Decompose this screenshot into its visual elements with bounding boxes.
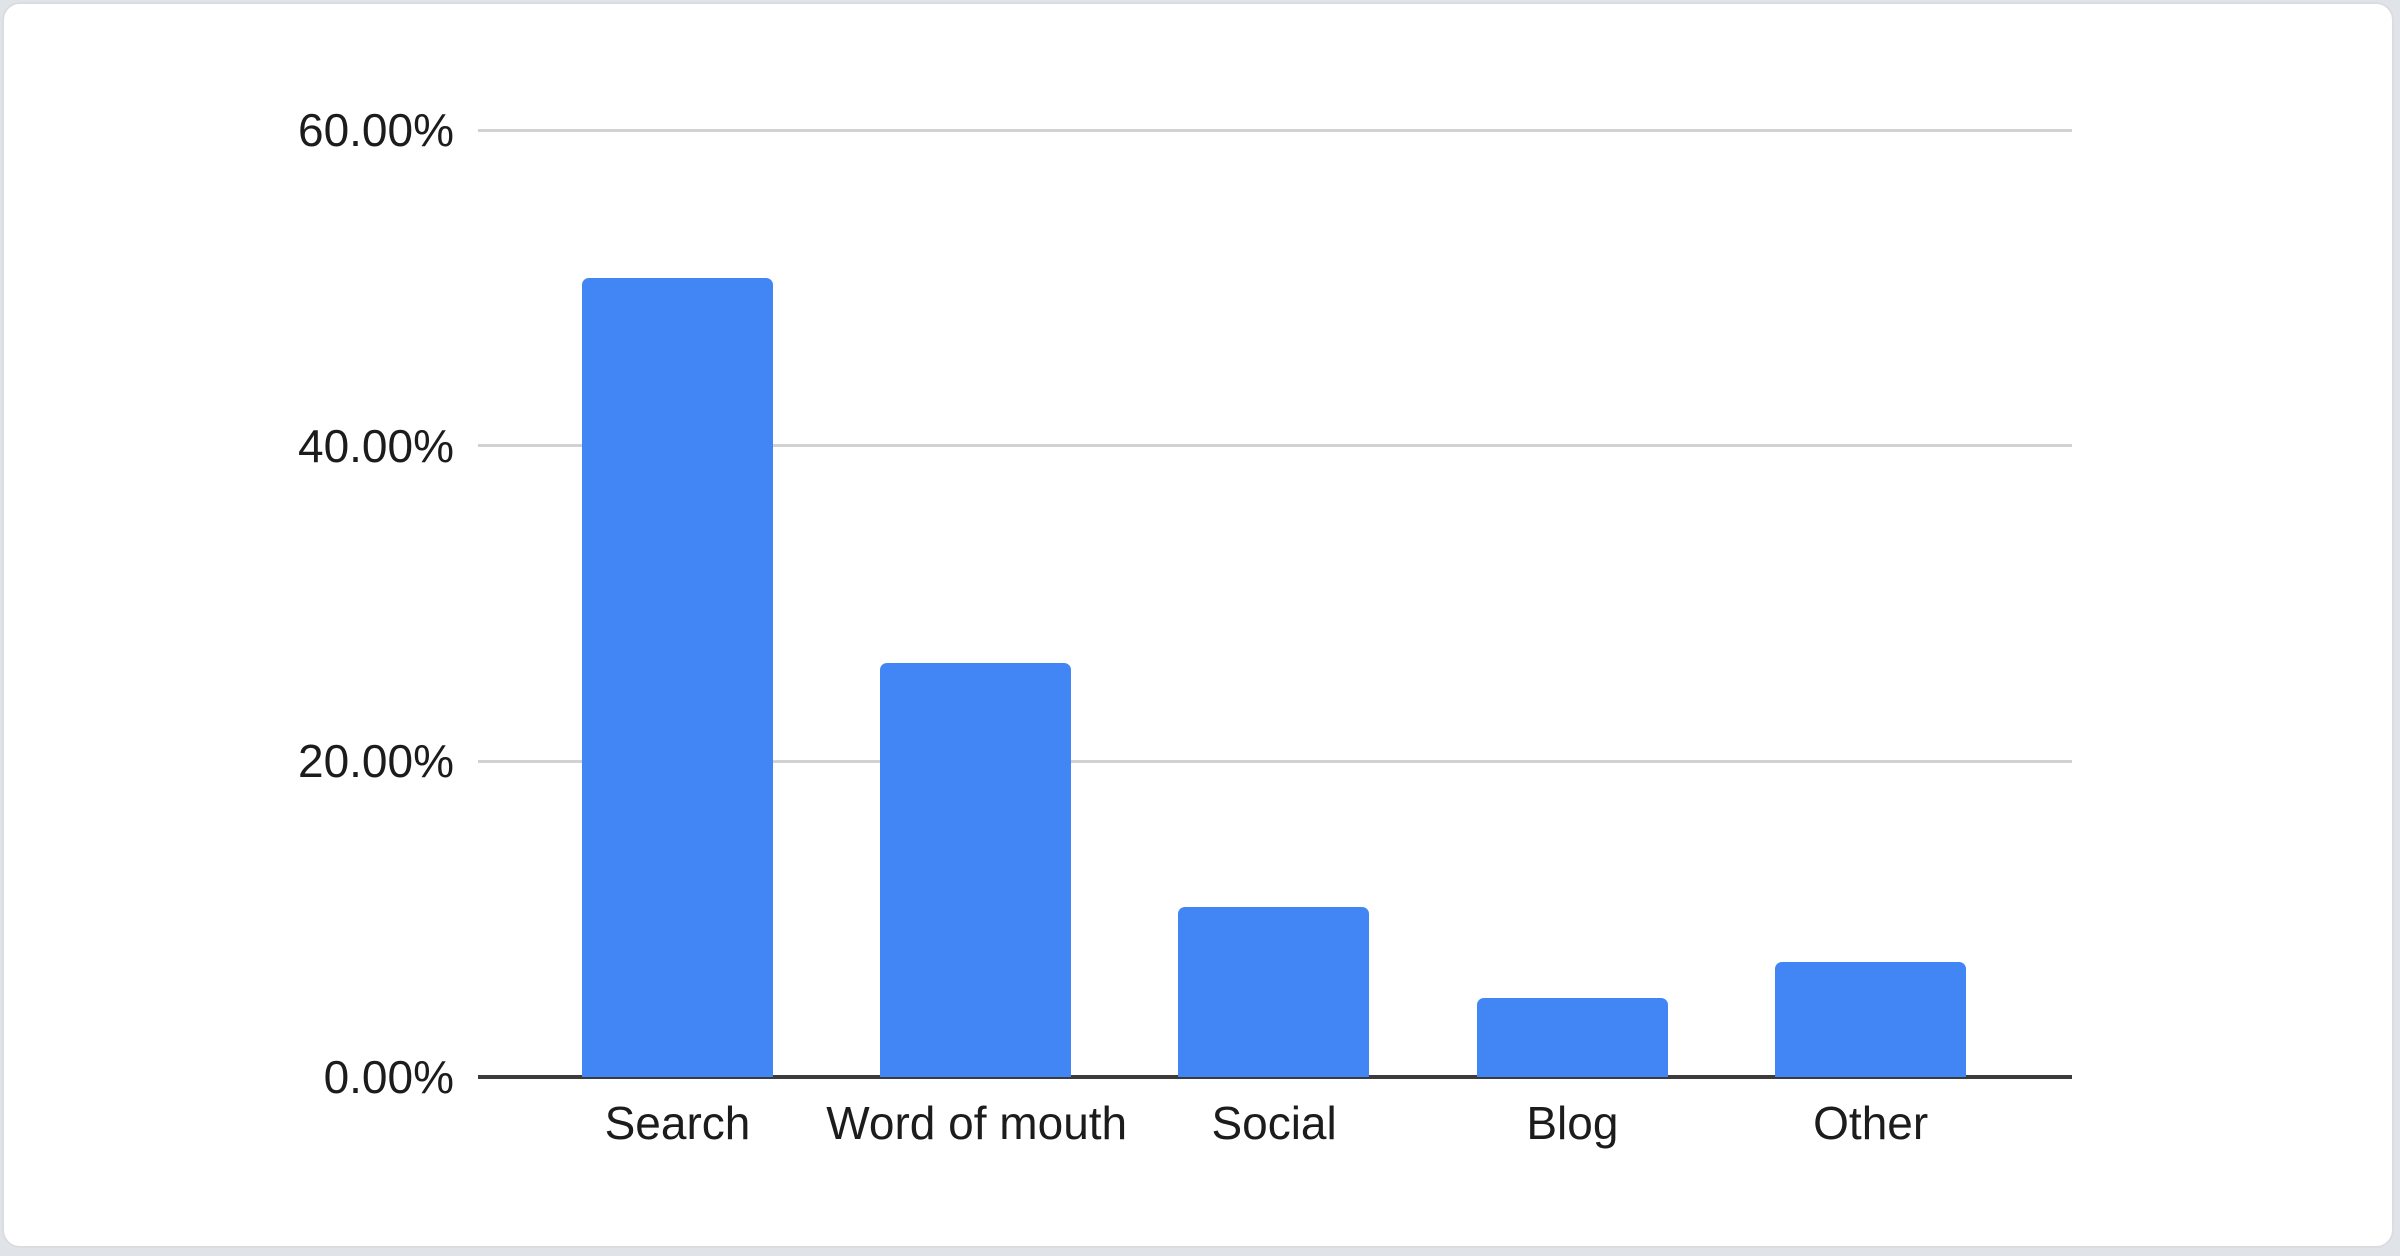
- bar-search[interactable]: [581, 278, 773, 1077]
- bar-other[interactable]: [1774, 961, 1966, 1077]
- bar-word-of-mouth[interactable]: [879, 663, 1071, 1077]
- bar-social[interactable]: [1178, 906, 1370, 1077]
- bar-blog[interactable]: [1476, 998, 1668, 1077]
